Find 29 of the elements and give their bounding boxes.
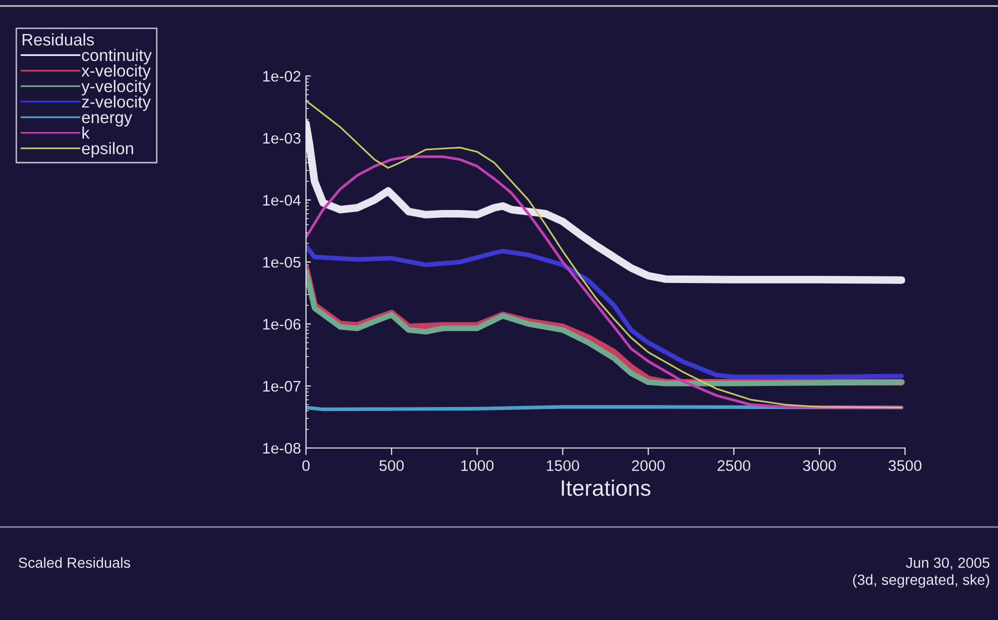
y-tick-label: 1e-02: [263, 70, 300, 82]
text: Jun 30, 2005: [906, 558, 990, 570]
text: (3d, segregated, ske): [853, 574, 990, 588]
x-tick-label: 500: [379, 460, 404, 472]
x-tick-label: 0: [302, 460, 310, 472]
legend-title: Residuals: [22, 33, 94, 46]
x-tick-label: 2500: [718, 460, 750, 472]
y-tick-label: 1e-03: [263, 132, 300, 144]
line-series: [306, 100, 902, 408]
y-tick-label: 1e-05: [263, 256, 300, 268]
y-tick-label: 1e-04: [263, 194, 301, 206]
legend-label: continuity: [82, 48, 152, 64]
y-tick-label: 1e-08: [263, 442, 300, 454]
x-tick-label: 2000: [632, 460, 665, 472]
y-tick-label: 1e-06: [263, 318, 300, 330]
legend-label: k: [82, 126, 90, 139]
x-tick-label: 1500: [546, 460, 580, 472]
x-tick-label: 3500: [888, 460, 922, 472]
legend-label: energy: [82, 114, 132, 127]
x-tick-label: 1000: [461, 460, 494, 472]
legend-label: epsilon: [82, 142, 134, 158]
line-series: [306, 244, 904, 380]
legend-label: x-velocity: [82, 64, 151, 80]
legend-label: y-velocity: [81, 80, 151, 96]
x-tick-label: 3000: [803, 460, 836, 472]
y-tick-label: 1e-07: [263, 380, 300, 392]
x-axis-title: Iterations: [562, 480, 650, 496]
legend-label: z-velocity: [82, 95, 151, 112]
text: Scaled Residuals: [18, 557, 130, 568]
